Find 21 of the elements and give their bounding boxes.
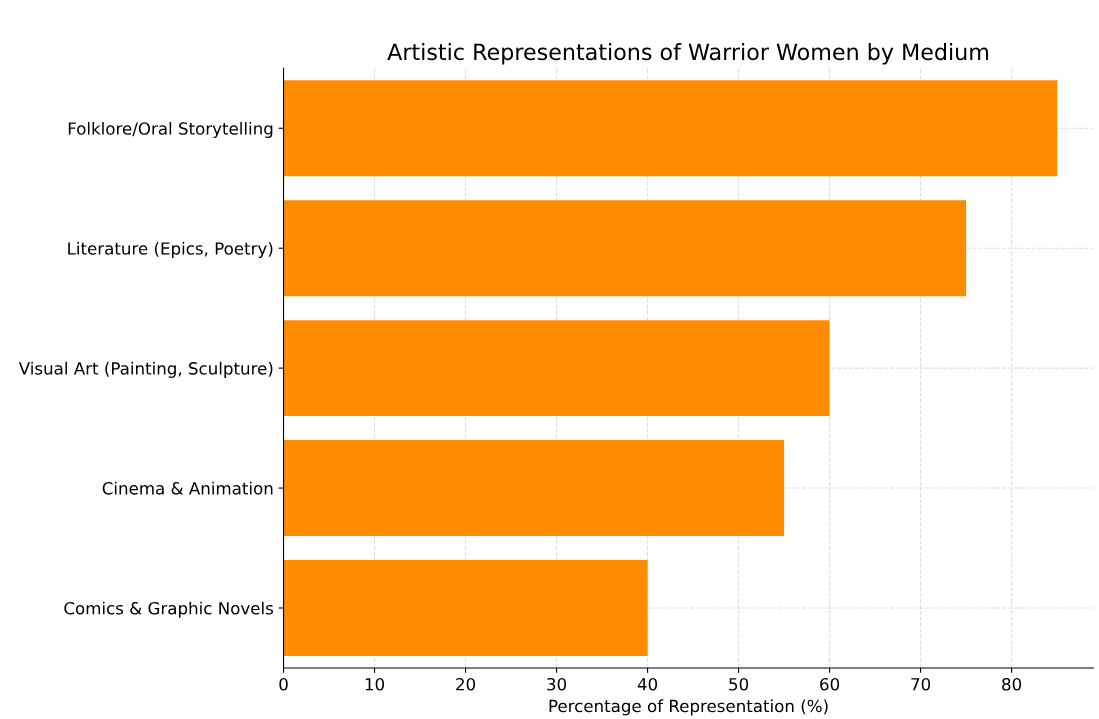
bar (283, 440, 785, 537)
bar (283, 560, 648, 656)
x-tick-label: 50 (729, 677, 749, 691)
chart-title: Artistic Representations of Warrior Women by Medium (387, 43, 989, 65)
x-tick-label: 0 (279, 677, 288, 691)
y-tick-label: Literature (Epics, Poetry) (68, 241, 273, 258)
x-tick-label: 70 (911, 677, 931, 691)
x-axis-title: Percentage of Representation (%) (549, 699, 828, 716)
y-tick-label: Comics & Graphic Novels (64, 601, 274, 618)
y-tick-label: Folklore/Oral Storytelling (68, 121, 273, 139)
x-tick-label: 10 (365, 677, 385, 691)
y-tick-label: Visual Art (Painting, Sculpture) (18, 361, 273, 378)
x-tick-label: 30 (547, 677, 567, 691)
x-tick-label: 80 (1002, 677, 1022, 691)
bar (283, 80, 1058, 177)
y-tick-label: Cinema & Animation (102, 481, 273, 495)
x-tick-label: 60 (820, 677, 840, 691)
bar (283, 200, 967, 297)
x-tick-label: 20 (456, 677, 476, 691)
x-tick-label: 40 (637, 677, 658, 691)
bar (283, 320, 830, 417)
